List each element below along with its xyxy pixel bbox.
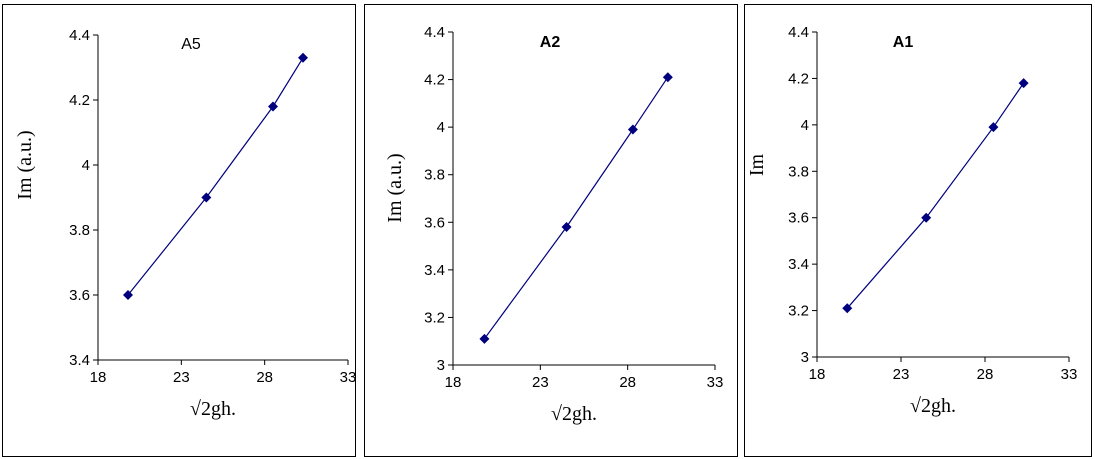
chart-2-y-tick-label: 3.2 [788,303,809,320]
chart-0-title: A5 [181,36,201,53]
chart-1-y-axis-title: Im (a.u.) [384,153,406,222]
chart-svg: 3 3.2 3.4 3.6 3.8 4 4.2 4.4 18 23 28 33 A2 √2gh. Im (a… [384,24,724,425]
chart-0-series-line [127,57,304,296]
chart-2-title: A1 [893,34,914,51]
chart-0-y-tick-label: 3.6 [69,287,90,304]
chart-1-y-tick-label: 3.8 [424,167,445,184]
chart-2-x-tick-label: 33 [1061,366,1078,383]
chart-0-x-tick-label: 18 [90,369,107,386]
chart-1-data-point [662,72,673,83]
chart-2-data-point [988,122,999,133]
chart-1-data-point [479,333,490,344]
chart-1-series-line [483,76,669,340]
chart-0-y-tick-label: 3.8 [69,222,90,239]
chart-1-y-tick-label: 3.2 [424,309,445,326]
chart-0-y-tick-label: 4.4 [69,27,90,44]
chart-1-y-tick-label: 4 [437,119,445,136]
chart-0-x-tick-label: 28 [256,369,273,386]
chart-0-x-axis-title: √2gh. [190,398,236,420]
chart-2-x-axis-title: √2gh. [910,395,956,417]
chart-2-y-tick-label: 4.4 [788,24,809,41]
chart-2-y-tick-label: 3 [801,349,809,366]
chart-1-x-tick-label: 18 [445,374,462,391]
chart-1-y-tick-label: 4.4 [424,24,445,41]
chart-0-x-tick-label: 33 [340,369,355,386]
chart-2-y-tick-label: 3.4 [788,256,809,273]
chart-2-y-tick-label: 4 [801,117,809,134]
chart-svg: 3.4 3.6 3.8 4 4.2 4.4 18 23 28 33 A5 √2gh. Im (a.u.) [14,27,355,420]
chart-0-data-point [201,192,212,203]
chart-0-y-tick-label: 4 [82,157,90,174]
chart-0-data-point [268,101,278,112]
chart-2-series-line [846,82,1025,309]
chart-2-data-point [921,212,932,223]
chart-0-y-tick-label: 4.2 [69,92,90,109]
chart-0-y-tick-label: 3.4 [69,352,90,369]
chart-2-data-point [1018,78,1029,89]
chart-1-data-point [627,124,638,135]
chart-1-x-tick-label: 33 [707,374,724,391]
chart-2-x-tick-label: 28 [977,366,994,383]
chart-0-data-point [123,290,133,300]
chart-panel-a1: 3 3.2 3.4 3.6 3.8 4 4.2 4.4 18 23 28 33 A1 √2gh. Im [744,4,1092,457]
chart-2-x-tick-label: 23 [893,366,910,383]
chart-2-data-point [842,303,853,314]
chart-2-y-axis-title: Im [746,153,768,176]
chart-1-x-tick-label: 28 [619,374,636,391]
chart-0-x-tick-label: 23 [173,369,190,386]
chart-1-y-tick-label: 4.2 [424,72,445,89]
chart-1-y-tick-label: 3.6 [424,214,445,231]
chart-2-y-tick-label: 3.8 [788,163,809,180]
chart-1-x-tick-label: 23 [532,374,549,391]
chart-panel-a2: 3 3.2 3.4 3.6 3.8 4 4.2 4.4 18 23 28 33 A2 √2gh. Im (a… [364,4,738,457]
chart-svg: 3 3.2 3.4 3.6 3.8 4 4.2 4.4 18 23 28 33 A1 √2gh. Im [746,24,1078,417]
chart-1-x-axis-title: √2gh. [551,403,597,425]
chart-1-y-tick-label: 3 [437,357,445,374]
chart-2-y-tick-label: 3.6 [788,210,809,227]
chart-1-data-point [561,222,572,233]
chart-2-y-tick-label: 4.2 [788,70,809,87]
chart-0-data-point [298,52,308,63]
chart-0-y-axis-title: Im (a.u.) [14,130,36,199]
chart-panel-a5: 3.4 3.6 3.8 4 4.2 4.4 18 23 28 33 A5 √2gh. Im (a.u.) [2,4,356,457]
chart-2-x-tick-label: 18 [809,366,826,383]
chart-1-y-tick-label: 3.4 [424,262,445,279]
chart-1-title: A2 [540,34,561,51]
